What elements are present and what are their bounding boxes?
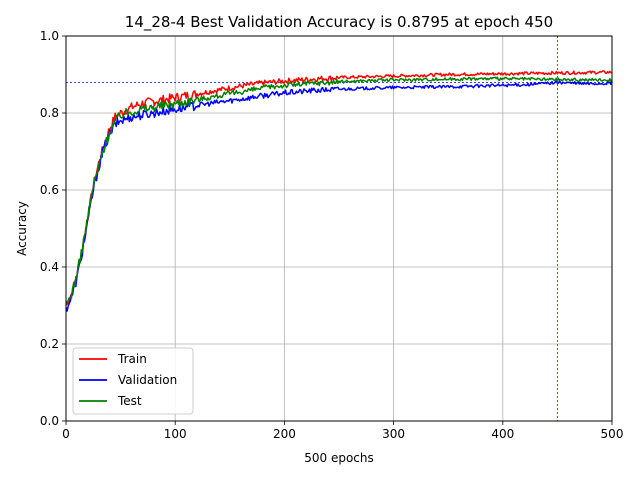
y-tick-label: 1.0 <box>40 29 59 43</box>
series-line-train <box>65 70 613 306</box>
y-tick-label: 0.6 <box>40 183 59 197</box>
y-axis-ticks: 0.0 0.2 0.4 0.6 0.8 1.0 <box>40 29 66 428</box>
y-tick-label: 0.8 <box>40 106 59 120</box>
y-tick-label: 0.0 <box>40 414 59 428</box>
legend-label: Validation <box>118 373 177 387</box>
legend: Train Validation Test <box>72 347 194 415</box>
y-tick-label: 0.2 <box>40 337 59 351</box>
chart-title: 14_28-4 Best Validation Accuracy is 0.87… <box>125 13 553 32</box>
series-line-validation <box>65 80 613 312</box>
x-axis-ticks: 0 100 200 300 400 500 <box>62 421 623 441</box>
x-axis-label: 500 epochs <box>304 451 374 465</box>
legend-label: Test <box>117 394 142 408</box>
x-tick-label: 300 <box>382 427 405 441</box>
legend-label: Train <box>117 352 147 366</box>
legend-box <box>72 347 194 415</box>
y-tick-label: 0.4 <box>40 260 59 274</box>
y-axis-label: Accuracy <box>15 201 29 256</box>
x-tick-label: 200 <box>273 427 296 441</box>
x-tick-label: 0 <box>62 427 70 441</box>
x-tick-label: 500 <box>601 427 624 441</box>
series-group <box>65 70 613 312</box>
x-tick-label: 100 <box>164 427 187 441</box>
x-tick-label: 400 <box>491 427 514 441</box>
series-line-test <box>65 76 613 304</box>
plot-frame <box>65 35 613 422</box>
